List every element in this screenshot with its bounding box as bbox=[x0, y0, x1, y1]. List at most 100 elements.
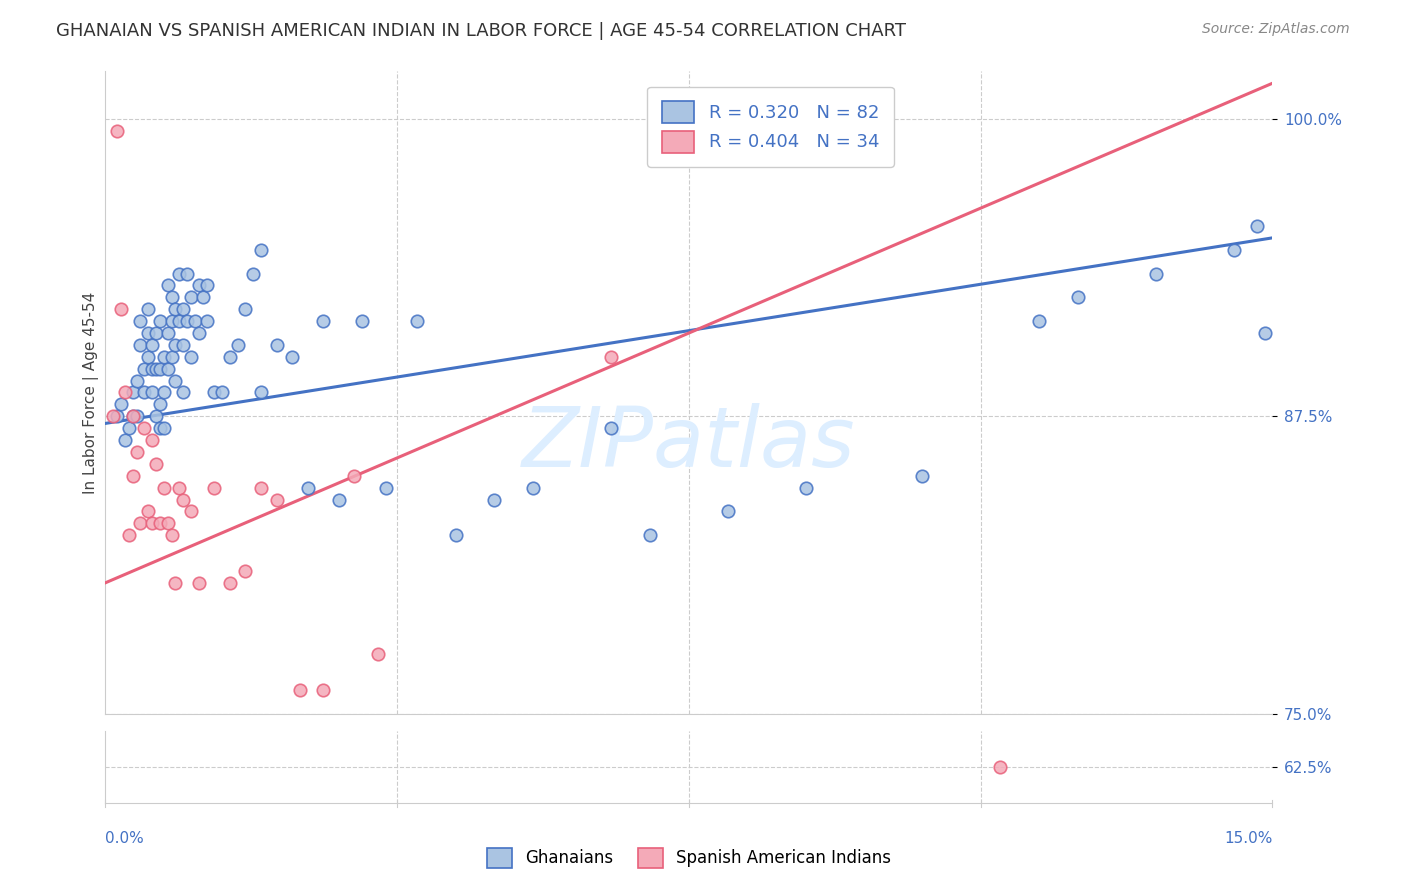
Point bbox=[156, 326, 179, 340]
Point bbox=[105, 124, 128, 138]
Point bbox=[165, 575, 187, 590]
Point bbox=[250, 385, 273, 400]
Point bbox=[149, 421, 172, 435]
Text: 0.0%: 0.0% bbox=[105, 831, 145, 846]
Point bbox=[638, 528, 661, 542]
Point bbox=[169, 314, 191, 328]
Point bbox=[110, 397, 132, 411]
Point bbox=[312, 682, 335, 697]
Point bbox=[125, 374, 148, 388]
Point bbox=[195, 314, 218, 328]
Point bbox=[187, 278, 209, 293]
Point bbox=[121, 468, 143, 483]
Point bbox=[141, 338, 163, 352]
Point bbox=[172, 492, 194, 507]
Point bbox=[169, 481, 191, 495]
Legend: Ghanaians, Spanish American Indians: Ghanaians, Spanish American Indians bbox=[479, 841, 898, 875]
Point bbox=[794, 481, 817, 495]
Point bbox=[1144, 267, 1167, 281]
Point bbox=[219, 350, 242, 364]
Point bbox=[374, 481, 396, 495]
Point bbox=[187, 326, 209, 340]
Point bbox=[191, 290, 214, 304]
Point bbox=[156, 516, 179, 531]
Point bbox=[103, 409, 125, 424]
Point bbox=[110, 302, 132, 317]
Point bbox=[160, 314, 183, 328]
Point bbox=[180, 504, 202, 518]
Point bbox=[136, 326, 159, 340]
Point bbox=[156, 278, 179, 293]
Point bbox=[600, 350, 623, 364]
Point bbox=[145, 361, 167, 376]
Point bbox=[235, 302, 257, 317]
Point bbox=[180, 290, 202, 304]
Point bbox=[444, 528, 467, 542]
Point bbox=[129, 338, 152, 352]
Point bbox=[153, 350, 174, 364]
Text: ZIPatlas: ZIPatlas bbox=[522, 403, 856, 484]
Point bbox=[352, 314, 374, 328]
Point bbox=[121, 385, 143, 400]
Point bbox=[141, 433, 163, 447]
Point bbox=[153, 385, 174, 400]
Point bbox=[180, 350, 202, 364]
Point bbox=[250, 243, 273, 257]
Point bbox=[266, 492, 288, 507]
Point bbox=[145, 457, 167, 471]
Point bbox=[312, 314, 335, 328]
Point bbox=[328, 492, 350, 507]
Point bbox=[367, 647, 389, 661]
Point bbox=[129, 314, 152, 328]
Point bbox=[266, 338, 288, 352]
Point bbox=[145, 326, 167, 340]
Point bbox=[288, 682, 311, 697]
Point bbox=[141, 516, 163, 531]
Point bbox=[172, 302, 194, 317]
Point bbox=[250, 481, 273, 495]
Point bbox=[105, 409, 128, 424]
Point bbox=[134, 385, 156, 400]
Point bbox=[484, 492, 506, 507]
Point bbox=[1253, 326, 1275, 340]
Point bbox=[160, 350, 183, 364]
Point bbox=[172, 385, 194, 400]
Point bbox=[165, 302, 187, 317]
Point bbox=[136, 504, 159, 518]
Point bbox=[149, 397, 172, 411]
Y-axis label: In Labor Force | Age 45-54: In Labor Force | Age 45-54 bbox=[83, 292, 98, 493]
Point bbox=[149, 314, 172, 328]
Point bbox=[134, 421, 156, 435]
Point bbox=[149, 516, 172, 531]
Point bbox=[149, 361, 172, 376]
Point bbox=[405, 314, 427, 328]
Point bbox=[165, 338, 187, 352]
Point bbox=[134, 361, 156, 376]
Point bbox=[118, 528, 141, 542]
Point bbox=[202, 385, 225, 400]
Point bbox=[129, 516, 152, 531]
Point bbox=[125, 445, 148, 459]
Point bbox=[211, 385, 233, 400]
Point bbox=[114, 385, 136, 400]
Point bbox=[1246, 219, 1268, 233]
Point bbox=[235, 564, 257, 578]
Point bbox=[717, 504, 740, 518]
Point bbox=[160, 290, 183, 304]
Point bbox=[125, 409, 148, 424]
Point bbox=[343, 468, 366, 483]
Point bbox=[121, 409, 143, 424]
Point bbox=[141, 361, 163, 376]
Point bbox=[219, 575, 242, 590]
Point bbox=[202, 481, 225, 495]
Point bbox=[988, 760, 1011, 774]
Point bbox=[176, 314, 198, 328]
Text: GHANAIAN VS SPANISH AMERICAN INDIAN IN LABOR FORCE | AGE 45-54 CORRELATION CHART: GHANAIAN VS SPANISH AMERICAN INDIAN IN L… bbox=[56, 22, 907, 40]
Point bbox=[1067, 290, 1090, 304]
Point bbox=[153, 421, 174, 435]
Point bbox=[911, 468, 934, 483]
Point bbox=[114, 433, 136, 447]
Point bbox=[165, 374, 187, 388]
Point bbox=[187, 575, 209, 590]
Point bbox=[156, 361, 179, 376]
